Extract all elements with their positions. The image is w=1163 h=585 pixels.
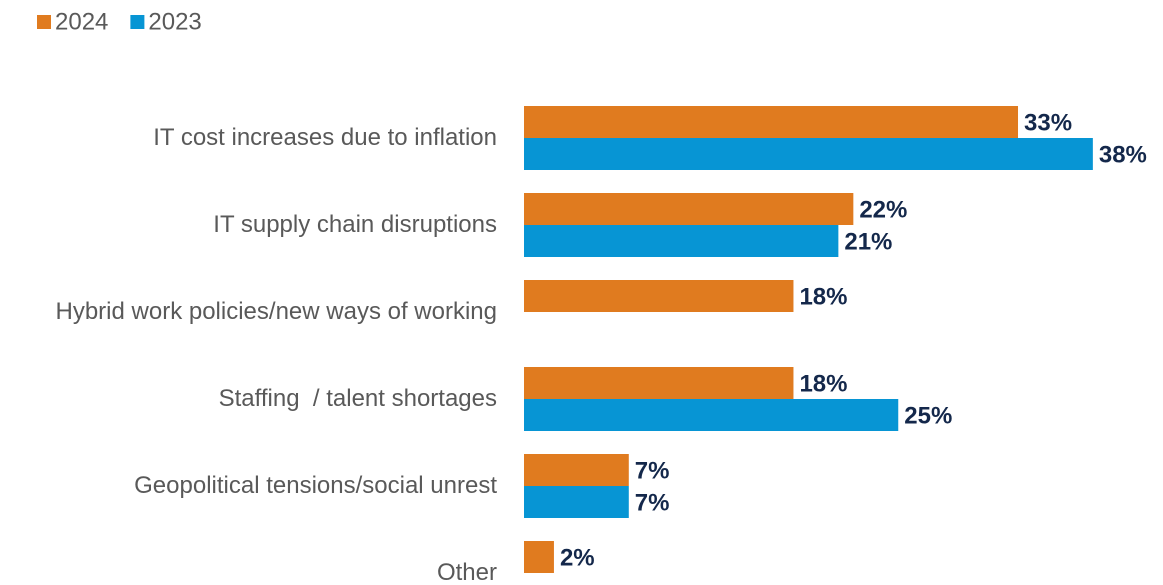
value-label: 22% bbox=[859, 196, 907, 223]
value-label: 2% bbox=[560, 544, 595, 571]
bar bbox=[524, 280, 794, 312]
value-label: 38% bbox=[1099, 141, 1147, 168]
value-label: 33% bbox=[1024, 109, 1072, 136]
value-label: 18% bbox=[799, 283, 847, 310]
bar bbox=[524, 106, 1019, 138]
value-label: 21% bbox=[844, 228, 892, 255]
category-label-box: Staffing / talent shortages bbox=[0, 359, 497, 439]
legend-swatch bbox=[130, 15, 145, 29]
bar bbox=[524, 399, 899, 431]
category-label: IT supply chain disruptions bbox=[213, 211, 497, 238]
value-label: 7% bbox=[635, 489, 670, 516]
legend-label: 2024 bbox=[55, 8, 108, 35]
category-label: Other bbox=[436, 559, 497, 585]
bar bbox=[524, 454, 629, 486]
legend-label: 2023 bbox=[148, 8, 201, 35]
category-label-box: Geopolitical tensions/social unrest bbox=[0, 446, 497, 526]
category-label-box: Other bbox=[0, 533, 497, 585]
category-label-box: Hybrid work policies/new ways of working bbox=[0, 272, 498, 352]
category-label-box: IT supply chain disruptions bbox=[0, 185, 497, 265]
category-label: Hybrid work policies/new ways of working bbox=[55, 298, 498, 325]
bar bbox=[524, 193, 854, 225]
bar bbox=[524, 486, 629, 518]
bar bbox=[524, 138, 1093, 170]
category-label: Geopolitical tensions/social unrest bbox=[134, 472, 497, 499]
value-label: 18% bbox=[799, 370, 847, 397]
category-label-box: IT cost increases due to inflation bbox=[0, 98, 497, 178]
bar bbox=[524, 541, 554, 573]
value-label: 25% bbox=[904, 402, 952, 429]
bar bbox=[524, 367, 794, 399]
legend-swatch bbox=[37, 15, 51, 29]
category-label: Staffing / talent shortages bbox=[218, 385, 497, 412]
value-label: 7% bbox=[635, 457, 670, 484]
category-label: IT cost increases due to inflation bbox=[153, 124, 497, 151]
bar bbox=[524, 225, 839, 257]
